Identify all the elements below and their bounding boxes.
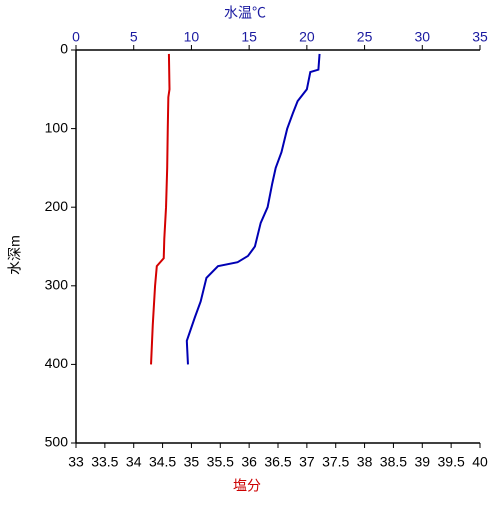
x2-tick-label: 15 bbox=[241, 29, 257, 45]
x2-tick-label: 35 bbox=[472, 29, 488, 45]
x-tick-label: 37 bbox=[299, 454, 315, 470]
x-tick-label: 35.5 bbox=[207, 454, 234, 470]
x2-tick-label: 10 bbox=[184, 29, 200, 45]
x-tick-label: 39 bbox=[414, 454, 430, 470]
x-axis-label: 塩分 bbox=[233, 478, 261, 494]
x2-tick-label: 5 bbox=[130, 29, 138, 45]
x-tick-label: 34.5 bbox=[149, 454, 176, 470]
y-tick-label: 0 bbox=[60, 41, 68, 57]
x-tick-label: 36 bbox=[241, 454, 257, 470]
x-tick-label: 36.5 bbox=[264, 454, 291, 470]
x-tick-label: 33.5 bbox=[91, 454, 118, 470]
y-axis-label: 水深m bbox=[7, 235, 23, 275]
x-tick-label: 35 bbox=[184, 454, 200, 470]
x2-tick-label: 20 bbox=[299, 29, 315, 45]
x-tick-label: 34 bbox=[126, 454, 142, 470]
x-tick-label: 37.5 bbox=[322, 454, 349, 470]
x-tick-label: 33 bbox=[68, 454, 84, 470]
y-tick-label: 100 bbox=[45, 119, 69, 135]
x-tick-label: 40 bbox=[472, 454, 488, 470]
profile-line bbox=[150, 53, 171, 365]
x2-tick-label: 25 bbox=[357, 29, 373, 45]
y-tick-label: 400 bbox=[45, 355, 69, 371]
profile-line bbox=[185, 53, 321, 365]
x-tick-label: 38.5 bbox=[380, 454, 407, 470]
x2-axis-label: 水温℃ bbox=[224, 5, 266, 21]
y-tick-label: 500 bbox=[45, 434, 69, 450]
x-tick-label: 38 bbox=[357, 454, 373, 470]
x-tick-label: 39.5 bbox=[438, 454, 465, 470]
y-tick-label: 300 bbox=[45, 277, 69, 293]
y-tick-label: 200 bbox=[45, 198, 69, 214]
x2-tick-label: 30 bbox=[414, 29, 430, 45]
x2-tick-label: 0 bbox=[72, 29, 80, 45]
